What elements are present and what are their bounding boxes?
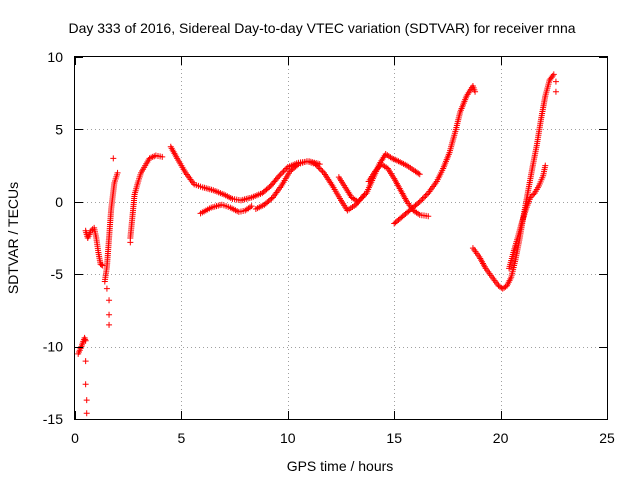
data-point bbox=[266, 184, 273, 191]
y-axis-label: SDTVAR / TECUs bbox=[5, 182, 21, 294]
data-point bbox=[127, 239, 134, 246]
data-point bbox=[103, 285, 110, 292]
data-point bbox=[82, 381, 89, 388]
y-tick-label: -15 bbox=[43, 411, 63, 427]
data-point bbox=[375, 164, 382, 171]
data-point bbox=[528, 193, 535, 200]
data-point bbox=[542, 162, 549, 169]
y-tick-label: 10 bbox=[47, 49, 63, 65]
data-point bbox=[357, 195, 364, 202]
data-point bbox=[83, 410, 90, 417]
data-point bbox=[316, 165, 323, 172]
data-point bbox=[416, 171, 423, 178]
data-point bbox=[106, 311, 113, 318]
data-point bbox=[359, 194, 366, 201]
data-point bbox=[527, 194, 534, 201]
data-point bbox=[98, 261, 105, 268]
data-point bbox=[106, 297, 113, 304]
data-point bbox=[552, 78, 559, 85]
data-point bbox=[110, 155, 117, 162]
data-point bbox=[416, 198, 423, 205]
data-point bbox=[312, 161, 319, 168]
x-tick-label: 25 bbox=[599, 430, 615, 446]
y-tick-label: -10 bbox=[43, 339, 63, 355]
data-point bbox=[279, 169, 286, 176]
data-point bbox=[81, 334, 88, 341]
axis-ticks: 0 5 10 15 20 25 -15 -10 -5 0 5 10 bbox=[43, 49, 615, 446]
data-point bbox=[114, 169, 121, 176]
data-point bbox=[423, 191, 430, 198]
chart-title: Day 333 of 2016, Sidereal Day-to-day VTE… bbox=[68, 20, 575, 36]
x-tick-label: 5 bbox=[178, 430, 186, 446]
data-point bbox=[422, 193, 429, 200]
data-point bbox=[552, 88, 559, 95]
data-point bbox=[313, 162, 320, 169]
data-point bbox=[318, 166, 325, 173]
y-tick-label: 5 bbox=[55, 121, 63, 137]
data-point bbox=[418, 197, 425, 204]
data-point bbox=[315, 164, 322, 171]
x-tick-label: 20 bbox=[493, 430, 509, 446]
data-point bbox=[362, 191, 369, 198]
x-tick-label: 0 bbox=[71, 430, 79, 446]
plot-frame bbox=[74, 56, 608, 420]
y-tick-label: 0 bbox=[55, 194, 63, 210]
data-point bbox=[82, 336, 89, 343]
grid bbox=[75, 57, 607, 419]
data-point bbox=[356, 197, 363, 204]
data-point bbox=[374, 165, 381, 172]
data-point bbox=[280, 168, 287, 175]
data-point bbox=[268, 195, 275, 202]
data-point bbox=[82, 358, 89, 365]
data-point bbox=[549, 72, 556, 79]
data-point bbox=[159, 153, 166, 160]
data-point bbox=[83, 397, 90, 404]
data-point bbox=[276, 172, 283, 179]
data-point bbox=[355, 198, 362, 205]
data-point bbox=[419, 195, 426, 202]
data-point bbox=[372, 168, 379, 175]
data-point bbox=[425, 213, 432, 220]
x-tick-label: 15 bbox=[386, 430, 402, 446]
data-point bbox=[106, 321, 113, 328]
data-point bbox=[550, 71, 557, 78]
data-point bbox=[294, 162, 301, 169]
data-point bbox=[283, 165, 290, 172]
data-point bbox=[360, 193, 367, 200]
data-point bbox=[319, 168, 326, 175]
data-point bbox=[415, 200, 422, 207]
data-point bbox=[530, 191, 537, 198]
data-point bbox=[281, 166, 288, 173]
data-point bbox=[415, 170, 422, 177]
data-point bbox=[149, 153, 156, 160]
data-point bbox=[277, 171, 284, 178]
data-point bbox=[248, 203, 255, 210]
data-point bbox=[373, 166, 380, 173]
data-point bbox=[472, 88, 479, 95]
data-point bbox=[420, 194, 427, 201]
x-axis-label: GPS time / hours bbox=[287, 458, 394, 474]
data-points bbox=[75, 71, 559, 417]
x-tick-label: 10 bbox=[280, 430, 296, 446]
data-point bbox=[275, 174, 282, 181]
data-point bbox=[82, 337, 89, 344]
y-tick-label: -5 bbox=[51, 266, 64, 282]
